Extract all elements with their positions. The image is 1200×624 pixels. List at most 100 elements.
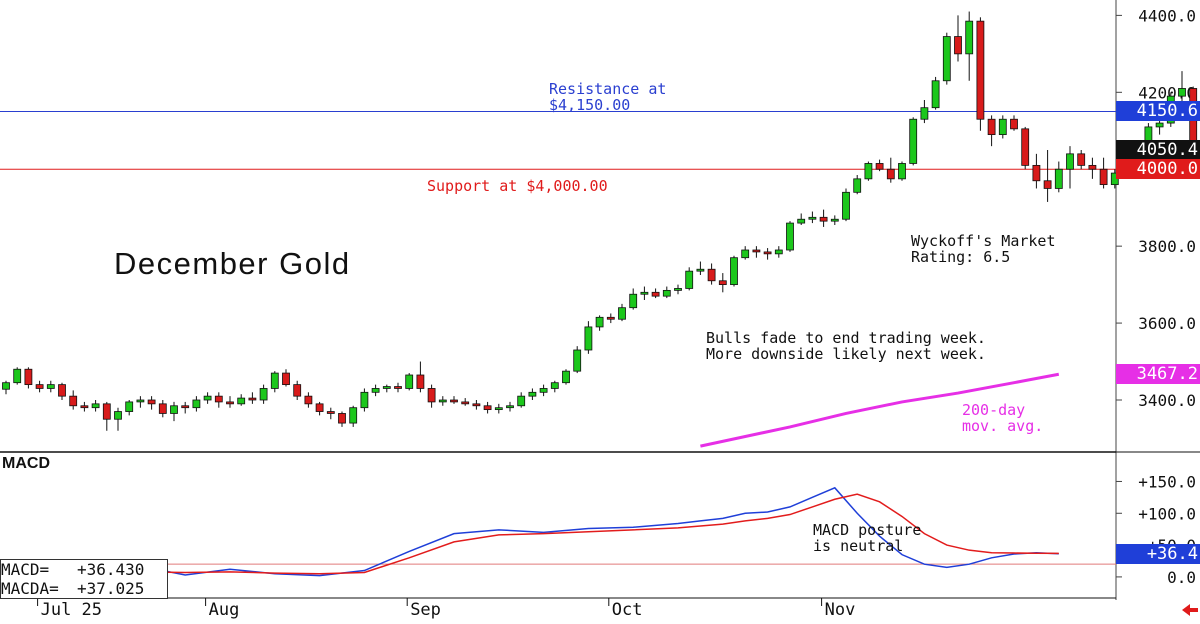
candle-body — [875, 163, 884, 170]
candle-body — [136, 399, 145, 403]
candle-body — [562, 370, 570, 384]
candle-body — [270, 372, 279, 389]
candle — [35, 380, 44, 393]
candle — [360, 388, 369, 412]
candle — [562, 369, 570, 385]
candle-body — [461, 401, 470, 405]
macd-readout-box: MACD= +36.430 MACDA= +37.025 — [0, 559, 168, 599]
candle — [539, 384, 548, 397]
candle-body — [114, 411, 122, 420]
candle-body — [237, 397, 246, 405]
candle — [181, 401, 190, 414]
macd-tick-label: +150.0 — [1138, 472, 1196, 491]
moving-average-line — [700, 372, 1060, 448]
candlestick-series — [2, 11, 1198, 431]
candle-body — [707, 268, 716, 282]
candle-body — [606, 316, 615, 320]
macd-axis: +150.0+100.0+50.00.0 — [1116, 472, 1196, 587]
candle-body — [920, 107, 929, 120]
price-tag-moving-average: 3467.2 — [1116, 364, 1200, 385]
candle-body — [147, 399, 156, 405]
candle — [774, 246, 783, 258]
candle-body — [1066, 153, 1074, 170]
price-tick-label: 3800.0 — [1138, 237, 1196, 256]
price-tag-last-resistance: 4150.6 — [1116, 101, 1200, 122]
ma-label-line2: mov. avg. — [962, 417, 1044, 435]
candle-body — [181, 405, 190, 409]
candle — [864, 161, 873, 181]
candle-body — [416, 374, 425, 389]
candle-body — [998, 118, 1007, 136]
candle-body — [830, 218, 839, 222]
candle — [91, 400, 100, 412]
candle — [461, 398, 470, 406]
candle — [326, 407, 335, 420]
candle-body — [528, 391, 537, 397]
candle — [954, 15, 962, 62]
candle-body — [483, 405, 492, 411]
reference-lines — [0, 111, 1116, 565]
candle-body — [517, 395, 526, 407]
candle-body — [1021, 128, 1030, 166]
candle-body — [1077, 153, 1086, 166]
candle — [1043, 150, 1052, 202]
candle-body — [1032, 164, 1041, 182]
candle — [942, 32, 951, 85]
candle-body — [506, 405, 514, 409]
candle — [506, 401, 514, 412]
candle — [595, 315, 604, 331]
candle — [618, 303, 626, 322]
candle — [651, 288, 660, 299]
candle — [2, 380, 10, 395]
candle-body — [405, 374, 414, 389]
candle — [136, 396, 145, 408]
candle — [248, 392, 257, 404]
candle — [282, 369, 290, 387]
candle — [494, 403, 503, 414]
macd-panel-title: MACD — [2, 455, 50, 472]
candle — [696, 261, 705, 275]
candle-body — [13, 368, 22, 384]
macd-note-line1: MACD posture — [813, 521, 922, 539]
wyckoff-rating-line2: Rating: 6.5 — [911, 248, 1011, 266]
candle — [24, 367, 33, 389]
candle-body — [786, 222, 794, 251]
scroll-left-arrow-icon[interactable] — [1182, 604, 1198, 616]
candle-body — [886, 168, 895, 180]
candle-body — [539, 388, 548, 393]
candle — [203, 392, 212, 404]
candle-body — [382, 386, 391, 389]
candle — [931, 76, 940, 110]
candle — [170, 401, 178, 422]
candle-body — [102, 403, 111, 420]
candle-body — [80, 405, 89, 409]
candle-body — [909, 118, 918, 164]
wyckoff-rating-line1: Wyckoff's Market — [911, 232, 1056, 250]
candle — [752, 246, 761, 258]
macd-line — [5, 486, 1059, 577]
candle-body — [192, 399, 201, 409]
candle — [909, 117, 918, 166]
macd-note-line2: is neutral — [813, 537, 904, 555]
resistance-label-line2: $4,150.00 — [549, 96, 631, 114]
candle-body — [282, 372, 290, 386]
candle — [875, 159, 884, 172]
candle — [1099, 157, 1108, 189]
candle — [438, 396, 447, 406]
candle-body — [203, 395, 212, 401]
x-tick-label: Jul 25 — [41, 600, 102, 620]
candle — [640, 286, 649, 300]
candle-body — [259, 388, 268, 401]
candle-body — [864, 163, 873, 180]
candle — [270, 371, 279, 393]
candle — [763, 248, 772, 260]
candle-body — [730, 257, 738, 286]
price-tick-label: 3400.0 — [1138, 391, 1196, 410]
candle-body — [46, 384, 55, 389]
candle — [1066, 146, 1074, 189]
candle — [1032, 153, 1041, 189]
candle-body — [158, 403, 167, 414]
candle-body — [954, 36, 962, 55]
candle-body — [651, 291, 660, 297]
